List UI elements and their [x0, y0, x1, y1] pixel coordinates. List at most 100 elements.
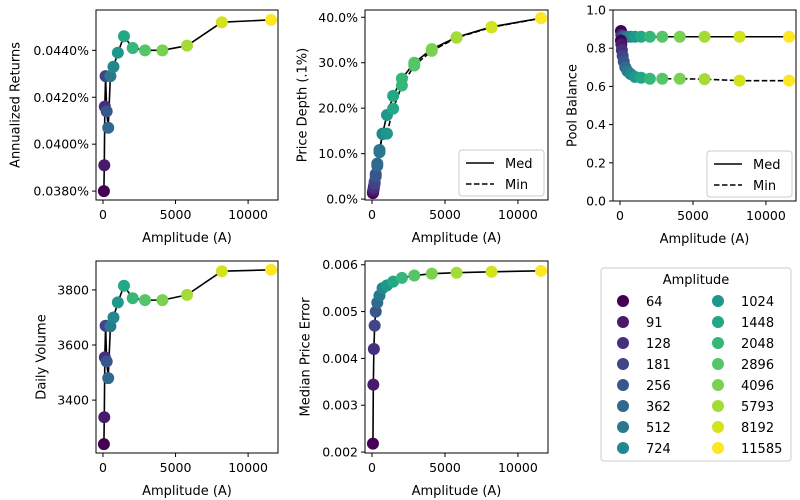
- data-point: [368, 319, 381, 332]
- legend-marker: [712, 379, 724, 391]
- axes-frame: [364, 260, 549, 454]
- legend-frame: [600, 267, 792, 462]
- data-point: [111, 296, 124, 309]
- data-point: [366, 437, 379, 450]
- axes-frame: [95, 260, 279, 454]
- legend-entry-label: 2896: [741, 358, 774, 373]
- y-axis-label: Daily Volume: [35, 314, 50, 399]
- x-tick-label: 5000: [160, 460, 192, 475]
- data-point: [181, 39, 194, 52]
- data-point: [656, 72, 669, 85]
- data-point: [698, 30, 711, 43]
- data-point: [117, 279, 130, 292]
- data-point: [395, 79, 408, 92]
- data-point: [635, 71, 648, 84]
- data-point: [100, 355, 113, 368]
- legend-marker: [712, 421, 724, 433]
- y-tick-label: 0.0380%: [33, 184, 89, 199]
- data-point: [450, 266, 463, 279]
- data-point: [783, 30, 796, 43]
- data-point: [97, 185, 110, 198]
- legend-entry-label: 128: [646, 337, 671, 352]
- legend-entry-label: 4096: [741, 379, 774, 394]
- legend-marker: [617, 295, 629, 307]
- data-point: [425, 44, 438, 57]
- y-tick-label: 0.2: [586, 155, 606, 170]
- legend-label: Min: [505, 178, 528, 193]
- legend-entry-label: 724: [646, 442, 671, 457]
- data-point: [698, 73, 711, 86]
- legend-frame: [458, 149, 545, 197]
- y-axis-label: Price Depth (.1%): [296, 48, 311, 162]
- subplot-1: 0 5000 10000 0.0380% 0.0400% 0.0420% 0.0440% Am…: [9, 9, 279, 246]
- data-point: [215, 16, 228, 29]
- data-point: [373, 146, 386, 159]
- x-tick-label: 0: [99, 207, 107, 222]
- y-tick-label: 0.005: [322, 304, 358, 319]
- legend-title: Amplitude: [663, 273, 730, 288]
- legend-label: Min: [753, 179, 776, 194]
- legend-marker: [712, 442, 724, 454]
- data-point: [369, 170, 382, 183]
- data-point: [367, 343, 380, 356]
- data-point: [138, 294, 151, 307]
- legend-marker: [617, 337, 629, 349]
- data-point: [215, 265, 228, 278]
- y-tick-label: 0.0420%: [33, 90, 89, 105]
- x-axis-label: Amplitude (A): [660, 232, 750, 247]
- series-line-daily-volume: [103, 269, 272, 445]
- legend-entry-label: 362: [646, 400, 671, 415]
- data-point: [98, 159, 111, 172]
- legend-marker: [617, 400, 629, 412]
- y-axis-label: Annualized Returns: [9, 42, 24, 168]
- x-tick-label: 0: [368, 460, 376, 475]
- x-tick-label: 0: [368, 207, 376, 222]
- legend-marker: [712, 337, 724, 349]
- data-point: [673, 30, 686, 43]
- legend-entry-label: 512: [646, 421, 671, 436]
- y-tick-label: 10.0%: [318, 146, 358, 161]
- y-tick-label: 0.0440%: [33, 43, 89, 58]
- data-point: [673, 72, 686, 85]
- axes-frame: [364, 9, 549, 201]
- y-axis-label: Pool Balance: [566, 64, 581, 147]
- data-point: [138, 44, 151, 57]
- subplot-4: 0 5000 10000 3400 3600 3800 Amplitude (A) Daily…: [35, 260, 279, 499]
- data-point: [485, 265, 498, 278]
- data-point: [117, 30, 130, 43]
- y-tick-label: 40.0%: [318, 10, 358, 25]
- y-tick-label: 0.8: [586, 41, 606, 56]
- y-tick-label: 20.0%: [318, 101, 358, 116]
- x-tick-label: 10000: [228, 207, 268, 222]
- x-tick-label: 5000: [429, 460, 461, 475]
- data-point: [102, 372, 115, 385]
- x-axis-label: Amplitude (A): [412, 484, 502, 499]
- data-point: [126, 292, 139, 305]
- data-point: [395, 271, 408, 284]
- data-point: [535, 12, 548, 25]
- legend-marker: [712, 358, 724, 370]
- legend-marker: [712, 400, 724, 412]
- data-point: [97, 438, 110, 451]
- data-point: [98, 411, 111, 424]
- legend-entry-label: 64: [646, 295, 663, 310]
- data-point: [102, 121, 115, 134]
- series-legend: Med Min: [706, 150, 793, 198]
- legend-entry-label: 8192: [741, 421, 774, 436]
- y-tick-label: 0.4: [586, 117, 606, 132]
- legend-entry-label: 181: [646, 358, 671, 373]
- x-axis-label: Amplitude (A): [142, 484, 232, 499]
- legend-entry-label: 1024: [741, 295, 774, 310]
- y-tick-label: 0.006: [322, 257, 358, 272]
- legend-marker: [617, 442, 629, 454]
- x-axis-label: Amplitude (A): [412, 231, 502, 246]
- legend-marker: [617, 421, 629, 433]
- data-point: [126, 42, 139, 54]
- x-tick-label: 0: [616, 208, 624, 223]
- y-tick-label: 3400: [57, 393, 89, 408]
- legend-marker: [617, 379, 629, 391]
- y-tick-label: 0.0: [586, 194, 606, 209]
- legend-entry-label: 5793: [741, 400, 774, 415]
